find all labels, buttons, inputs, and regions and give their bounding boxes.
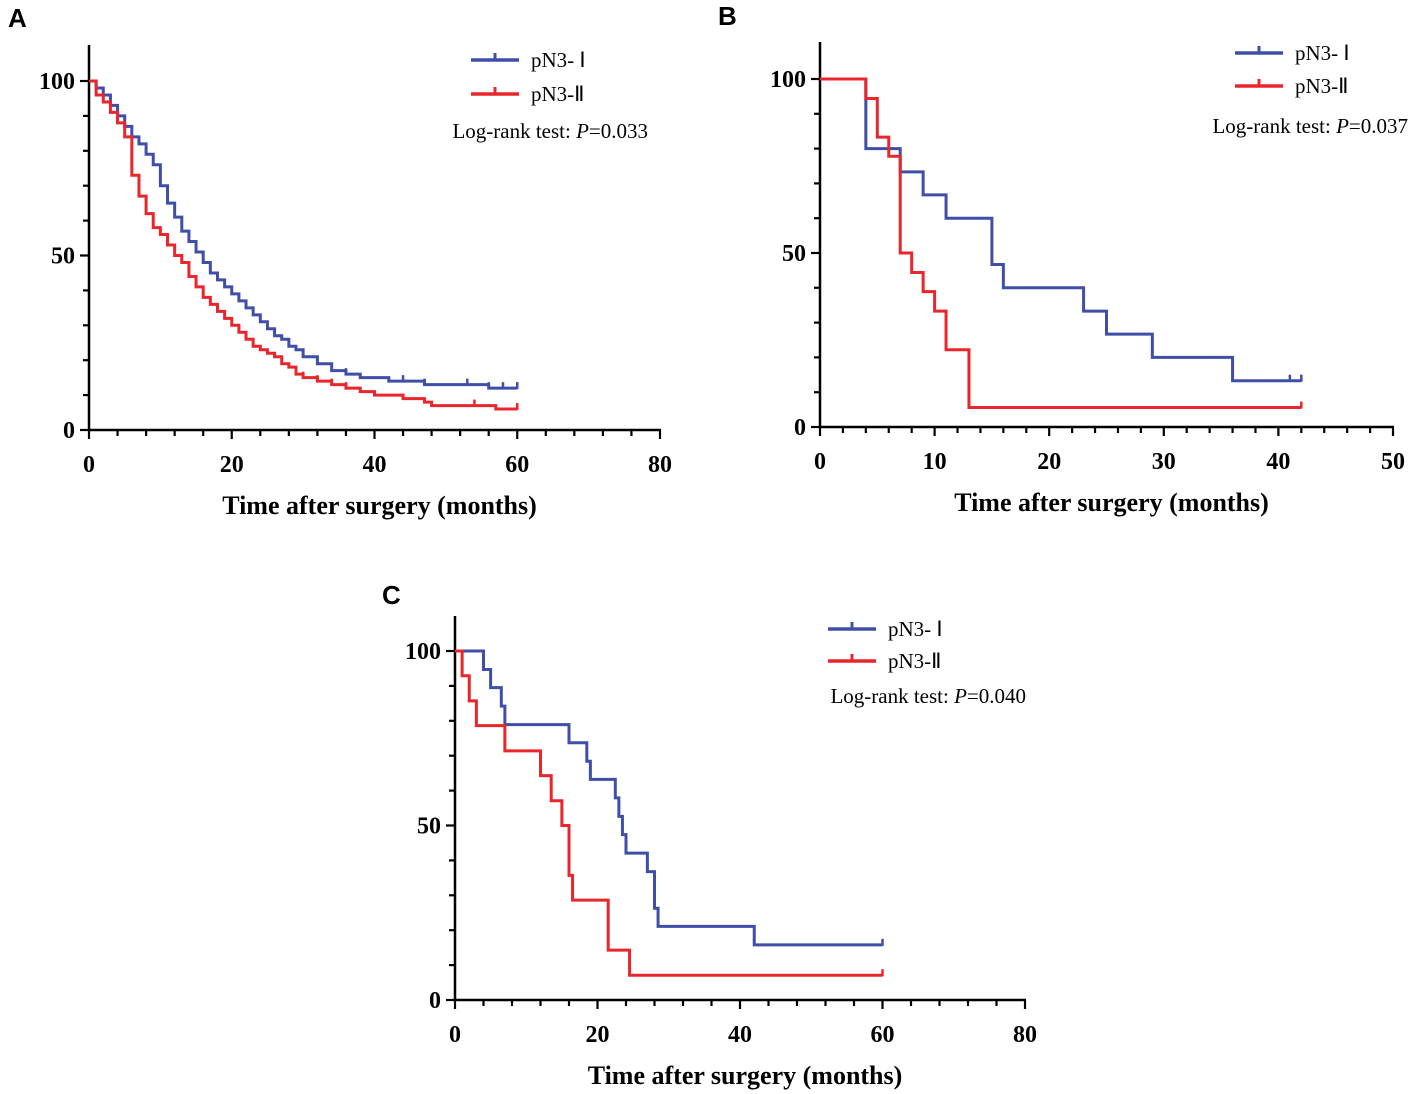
- panel-a-legend-label-pn3-ii: pN3-Ⅱ: [531, 82, 585, 106]
- panel-c-x-tick-label: 40: [728, 1022, 752, 1048]
- panel-b-legend-label-pn3-i: pN3- Ⅰ: [1295, 41, 1350, 65]
- panel-b-legend-label-pn3-ii: pN3-Ⅱ: [1295, 74, 1349, 98]
- panel-b-x-tick-label: 50: [1381, 449, 1405, 475]
- panel-b-log-rank-label: Log-rank test: P=0.037: [1212, 114, 1408, 138]
- panel-b-letter: B: [718, 1, 737, 31]
- panel-c-y-tick-label: 0: [429, 988, 441, 1014]
- panel-a-y-tick-label: 100: [39, 69, 75, 95]
- panel-c-letter: C: [382, 580, 401, 610]
- panel-a: A 0 50 100 0 20 40 60 80 Time after surgery (mont…: [8, 3, 672, 520]
- panel-a-legend-label-pn3-i: pN3- Ⅰ: [531, 48, 586, 72]
- panel-a-y-tick-label: 0: [63, 418, 75, 444]
- panel-b-pn3-ii-survival-curve: [820, 77, 1302, 410]
- panel-b-x-tick-label: 20: [1037, 449, 1061, 475]
- panel-c: C 0 50 100 0 20 40 60 80 Time after surgery (mont…: [382, 580, 1037, 1090]
- panel-a-x-tick-label: 0: [83, 452, 95, 478]
- panel-b-y-tick-label: 0: [794, 415, 806, 441]
- panel-b-x-tick-label: 10: [923, 449, 947, 475]
- panel-a-pn3-ii-survival-curve: [89, 79, 518, 411]
- panel-a-x-axis-title: Time after surgery (months): [222, 491, 537, 520]
- panel-c-pn3-i-survival-curve: [455, 649, 883, 947]
- panel-b-x-tick-label: 0: [814, 449, 826, 475]
- panel-c-y-tick-label: 50: [417, 814, 441, 840]
- panel-a-pn3-i-survival-curve: [89, 79, 518, 390]
- panel-c-x-axis-title: Time after surgery (months): [588, 1061, 903, 1090]
- panel-c-legend-label-pn3-ii: pN3-Ⅱ: [888, 649, 942, 673]
- panel-b-x-axis-title: Time after surgery (months): [954, 488, 1269, 517]
- panel-a-x-tick-label: 20: [220, 452, 244, 478]
- panel-b-x-tick-label: 30: [1152, 449, 1176, 475]
- panel-a-letter: A: [8, 3, 27, 33]
- panel-a-x-tick-label: 40: [363, 452, 387, 478]
- panel-c-log-rank-label: Log-rank test: P=0.040: [830, 684, 1026, 708]
- panel-c-x-tick-label: 60: [871, 1022, 895, 1048]
- panel-c-legend-label-pn3-i: pN3- Ⅰ: [888, 617, 943, 641]
- panel-a-y-tick-label: 50: [51, 244, 75, 270]
- panel-a-x-tick-label: 60: [505, 452, 529, 478]
- panel-b: B 0 50 100 0 10 20 30 40 50 Time after surgery (mo…: [718, 1, 1408, 517]
- panel-c-x-tick-label: 0: [449, 1022, 461, 1048]
- panel-b-y-tick-label: 100: [770, 67, 806, 93]
- panel-c-x-tick-label: 20: [586, 1022, 610, 1048]
- panel-b-x-tick-label: 40: [1266, 449, 1290, 475]
- panel-a-log-rank-label: Log-rank test: P=0.033: [452, 119, 648, 143]
- panel-b-y-tick-label: 50: [782, 241, 806, 267]
- panel-a-x-tick-label: 80: [648, 452, 672, 478]
- panel-c-pn3-ii-survival-curve: [455, 649, 883, 977]
- panel-c-y-tick-label: 100: [405, 639, 441, 665]
- panel-c-x-tick-label: 80: [1013, 1022, 1037, 1048]
